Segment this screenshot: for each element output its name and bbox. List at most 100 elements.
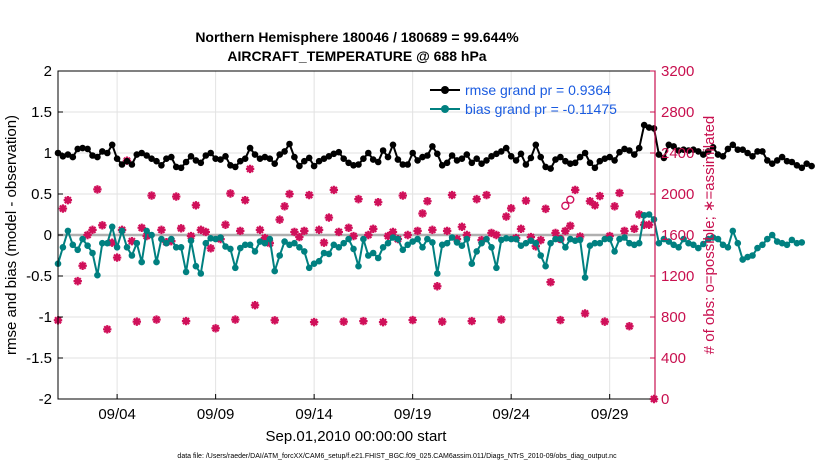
bias-point — [596, 239, 604, 247]
rmse-point — [192, 157, 200, 164]
bias-point — [143, 227, 150, 235]
bias-point — [719, 241, 727, 249]
rmse-point — [443, 159, 451, 167]
rmse-point — [542, 163, 549, 171]
rmse-point — [429, 143, 436, 150]
right-tick-label: 2000 — [661, 186, 694, 203]
obs-assimilated-marker — [314, 225, 324, 235]
obs-assimilated-marker — [428, 225, 437, 235]
left-axis-label: rmse and bias (model - observation) — [3, 115, 20, 355]
bias-point — [148, 231, 155, 239]
bias-point — [798, 239, 806, 246]
obs-assimilated-marker — [147, 191, 156, 200]
obs-assimilated-marker — [369, 224, 378, 234]
rmse-point — [104, 149, 111, 157]
rmse-point — [793, 162, 801, 169]
bias-point — [350, 245, 357, 253]
bias-point — [532, 239, 540, 247]
obs-assimilated-marker — [452, 234, 462, 244]
obs-assimilated-marker — [595, 191, 605, 201]
bias-point — [552, 235, 559, 243]
rmse-point — [217, 156, 224, 163]
obs-assimilated-marker — [497, 315, 506, 324]
rmse-point — [345, 159, 352, 167]
obs-assimilated-marker — [571, 185, 580, 195]
obs-assimilated-marker — [339, 317, 348, 326]
rmse-point — [700, 151, 707, 158]
obs-assimilated-marker — [413, 226, 422, 236]
bias-point — [557, 235, 564, 243]
rmse-point — [635, 144, 643, 152]
bias-point — [246, 241, 254, 249]
bias-point — [108, 223, 116, 231]
rmse-point — [581, 149, 589, 157]
rmse-point — [463, 151, 471, 158]
rmse-point — [197, 159, 205, 167]
rmse-point — [212, 155, 219, 162]
bias-point — [424, 235, 431, 243]
rmse-point — [355, 161, 362, 168]
obs-assimilated-marker — [615, 188, 624, 198]
right-tick-label: 0 — [661, 391, 669, 408]
bias-point — [305, 264, 313, 272]
obs-assimilated-marker — [467, 316, 476, 326]
obs-assimilated-marker — [236, 226, 245, 236]
bias-point — [502, 235, 510, 242]
obs-assimilated-marker — [516, 224, 526, 234]
rmse-point — [399, 161, 407, 168]
bias-point — [404, 241, 412, 249]
bias-point — [89, 249, 96, 257]
bias-point — [207, 235, 214, 242]
obs-assimilated-marker — [418, 209, 427, 218]
obs-assimilated-marker — [329, 185, 339, 195]
rmse-point — [409, 149, 417, 157]
obs-assimilated-marker — [506, 204, 516, 213]
rmse-point — [498, 148, 505, 155]
bias-point — [458, 242, 466, 249]
bias-point — [675, 244, 682, 251]
right-axis: 0 400 800 1200 1600 2000 2400 2800 3200 — [650, 63, 694, 408]
rmse-point — [168, 153, 175, 161]
bias-point — [768, 231, 776, 239]
rmse-point — [291, 153, 298, 161]
bias-point — [611, 248, 618, 255]
rmse-point — [232, 163, 239, 171]
rmse-point — [187, 153, 195, 160]
rmse-point — [374, 158, 382, 166]
bias-point — [754, 244, 761, 252]
rmse-point — [202, 152, 210, 159]
rmse-point — [685, 147, 692, 154]
bias-point — [714, 235, 722, 243]
bias-point — [310, 260, 318, 268]
rmse-point — [158, 162, 165, 169]
bias-point — [586, 242, 594, 249]
bias-point — [591, 239, 599, 247]
rmse-point — [394, 156, 402, 163]
legend-rmse-label: rmse grand pr = 0.9364 — [465, 82, 611, 98]
obs-assimilated-marker — [442, 226, 452, 236]
bias-point — [724, 244, 732, 251]
bias-point — [419, 244, 426, 251]
bias-point — [764, 235, 771, 243]
obs-assimilated-marker — [625, 322, 634, 331]
right-tick-label: 400 — [661, 350, 686, 367]
rmse-point — [310, 162, 318, 170]
rmse-point — [571, 159, 579, 167]
rmse-point — [414, 157, 421, 164]
obs-assimilated-marker — [556, 315, 565, 325]
x-tick-label: 09/29 — [591, 406, 629, 423]
chart-title-line-1: Northern Hemisphere 180046 / 180689 = 99… — [195, 29, 519, 45]
obs-assimilated-marker — [462, 230, 472, 240]
rmse-point — [803, 160, 810, 167]
rmse-point — [783, 157, 791, 165]
obs-assimilated-marker — [378, 317, 388, 327]
rmse-point — [74, 145, 81, 153]
obs-assimilated-marker — [73, 276, 82, 286]
obs-assimilated-marker — [575, 232, 585, 241]
rmse-point — [404, 161, 412, 168]
bias-point — [394, 235, 402, 243]
rmse-point — [650, 125, 658, 132]
rmse-point — [94, 153, 101, 161]
bias-point — [680, 235, 687, 243]
bias-point — [374, 254, 382, 262]
